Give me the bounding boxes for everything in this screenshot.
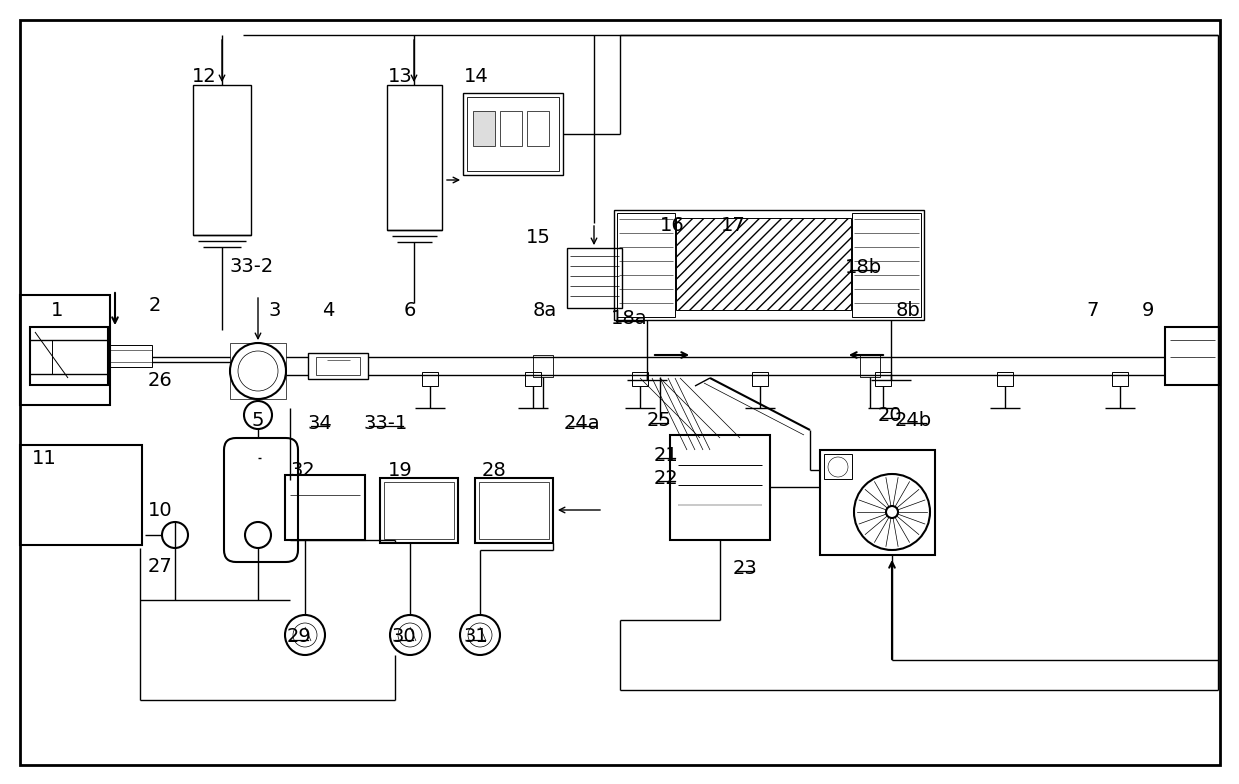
Text: 4: 4 [322, 300, 335, 320]
Text: 21: 21 [654, 445, 679, 464]
Bar [852, 213, 921, 317]
Bar [473, 111, 496, 146]
Bar [670, 435, 769, 540]
Text: 25: 25 [647, 411, 672, 430]
Bar [285, 475, 366, 540]
Text: 17: 17 [721, 216, 746, 234]
Text: 8a: 8a [533, 300, 558, 320]
Text: 28: 28 [482, 460, 507, 480]
Text: 27: 27 [147, 557, 172, 576]
Text: 3: 3 [269, 300, 281, 320]
Text: 1: 1 [51, 300, 63, 320]
Text: 33-2: 33-2 [230, 256, 274, 275]
Text: 18b: 18b [845, 257, 882, 277]
Text: 30: 30 [392, 627, 416, 647]
Bar [316, 357, 361, 375]
Bar [475, 478, 553, 543]
Text: 23: 23 [732, 558, 757, 578]
Text: 19: 19 [388, 460, 413, 480]
Bar [1165, 327, 1220, 385]
Bar [193, 85, 252, 235]
Bar [615, 210, 924, 320]
Bar [860, 355, 880, 377]
Bar [422, 372, 439, 386]
Text: 9: 9 [1142, 300, 1155, 320]
Text: 20: 20 [877, 405, 902, 424]
Bar [30, 327, 108, 385]
Text: 31: 31 [463, 627, 488, 647]
Text: 12: 12 [192, 67, 217, 85]
Text: 29: 29 [286, 627, 311, 647]
Bar [387, 85, 442, 230]
Bar [501, 111, 522, 146]
Bar [533, 355, 553, 377]
Text: 18a: 18a [611, 308, 647, 328]
Bar [107, 345, 152, 367]
Bar [107, 350, 152, 362]
Text: 16: 16 [659, 216, 684, 234]
Text: 22: 22 [654, 469, 679, 488]
Bar [30, 340, 52, 374]
Text: 11: 11 [32, 448, 57, 467]
Bar [230, 343, 286, 399]
Bar [997, 372, 1014, 386]
Bar [380, 478, 458, 543]
Text: 34: 34 [307, 413, 332, 433]
Text: 33-1: 33-1 [364, 413, 408, 433]
Text: 2: 2 [149, 296, 161, 314]
Bar [463, 93, 563, 175]
Bar [309, 353, 368, 379]
Bar [525, 372, 541, 386]
Text: 8b: 8b [896, 300, 921, 320]
Bar [20, 445, 142, 545]
Text: 24a: 24a [564, 413, 601, 433]
Bar [467, 97, 559, 171]
Text: 14: 14 [463, 67, 488, 85]
FancyBboxPatch shape [224, 438, 299, 562]
Bar [384, 482, 453, 539]
Bar [752, 372, 768, 386]
Text: 15: 15 [525, 227, 550, 246]
Text: 10: 10 [147, 500, 172, 520]
Bar [632, 372, 648, 386]
Text: 32: 32 [291, 460, 316, 480]
Text: 6: 6 [404, 300, 416, 320]
Bar [617, 213, 675, 317]
Bar [1111, 372, 1127, 386]
Bar [875, 372, 891, 386]
Bar [820, 450, 935, 555]
Bar [20, 295, 110, 405]
Bar [676, 218, 851, 310]
Bar [824, 454, 852, 479]
Text: 26: 26 [147, 371, 172, 390]
Text: 7: 7 [1087, 300, 1099, 320]
Text: 13: 13 [388, 67, 413, 85]
Text: 24b: 24b [895, 411, 932, 430]
Bar [527, 111, 549, 146]
Text: 5: 5 [252, 411, 264, 430]
Bar [479, 482, 549, 539]
Bar [567, 248, 622, 308]
